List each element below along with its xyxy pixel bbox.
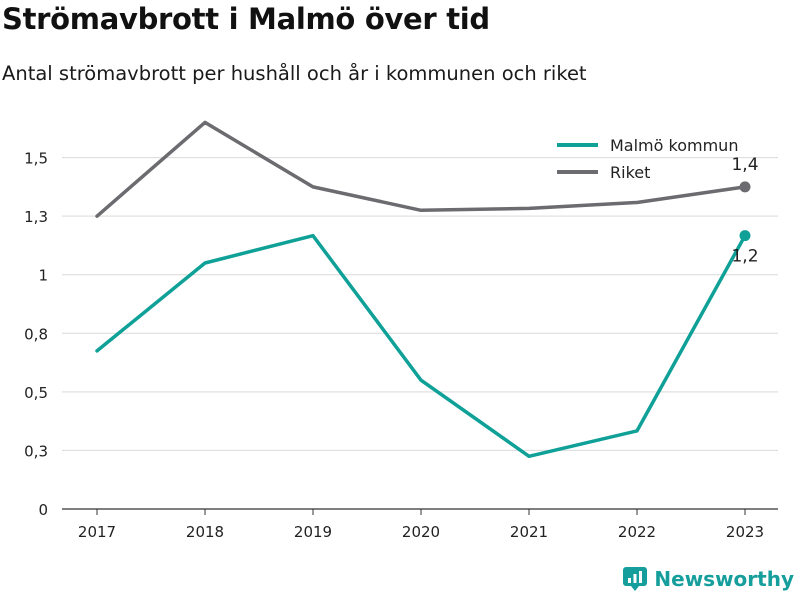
- legend-label: Riket: [610, 163, 650, 182]
- x-tick-label: 2022: [618, 523, 656, 541]
- end-point-riket: [739, 181, 751, 193]
- x-tick-label: 2019: [294, 523, 332, 541]
- x-tick-label: 2020: [402, 523, 440, 541]
- grid-lines: [62, 157, 778, 510]
- x-tick-label: 2017: [78, 523, 116, 541]
- chart-subtitle: Antal strömavbrott per hushåll och år i …: [2, 62, 587, 85]
- newsworthy-icon: [623, 567, 648, 591]
- y-tick-label: 1,3: [24, 208, 48, 226]
- series-lines: 1,2 1,4: [95, 120, 759, 459]
- y-tick-label: 0,8: [24, 325, 48, 343]
- y-tick-label: 1: [38, 267, 48, 285]
- y-tick-labels: 0 0,3 0,5 0,8 1 1,3 1,5: [24, 150, 48, 519]
- series-line-riket: [95, 120, 747, 218]
- end-label-riket: 1,4: [731, 155, 758, 175]
- end-point-malmo: [739, 230, 751, 242]
- y-tick-label: 0,3: [24, 442, 48, 460]
- legend: Malmö kommun Riket: [557, 136, 738, 182]
- newsworthy-logo: Newsworthy: [622, 566, 794, 592]
- x-tick-label: 2021: [510, 523, 548, 541]
- brand-name: Newsworthy: [654, 567, 794, 591]
- y-tick-label: 1,5: [24, 150, 48, 168]
- end-label-malmo: 1,2: [731, 247, 758, 267]
- y-tick-label: 0,5: [24, 384, 48, 402]
- chart-title: Strömavbrott i Malmö över tid: [2, 2, 490, 36]
- x-tick-label: 2023: [726, 523, 764, 541]
- x-tick-label: 2018: [186, 523, 224, 541]
- series-line-malmo: [95, 233, 747, 459]
- x-tick-labels: 2017 2018 2019 2020 2021 2022 2023: [78, 509, 764, 541]
- legend-label: Malmö kommun: [610, 136, 738, 155]
- y-tick-label: 0: [38, 501, 48, 519]
